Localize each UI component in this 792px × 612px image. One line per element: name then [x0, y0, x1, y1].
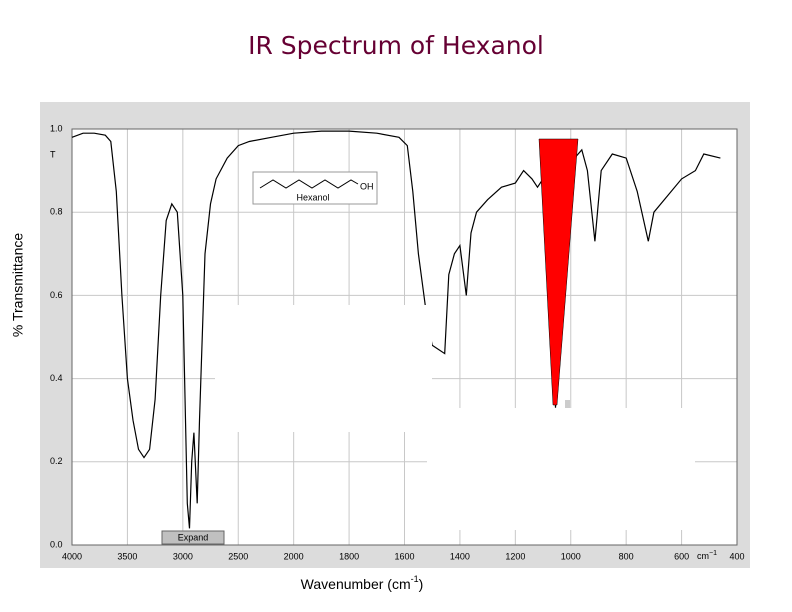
y-tick-label: 0.6 — [50, 290, 63, 300]
x-tick-label: 400 — [729, 551, 744, 561]
x-tick-label: 600 — [674, 551, 689, 561]
x-tick-label: 1400 — [450, 551, 470, 561]
x-unit-label: cm−1 — [697, 550, 717, 562]
x-tick-label: 1800 — [339, 551, 359, 561]
x-unit-sup: −1 — [709, 550, 717, 557]
y-tick-label: 1.0 — [50, 123, 63, 133]
x-tick-label: 3500 — [117, 551, 137, 561]
x-axis-label-end: ) — [419, 576, 424, 592]
button-box[interactable] — [161, 530, 225, 545]
x-axis-label-sup: -1 — [411, 574, 419, 584]
plot-frame — [71, 128, 738, 546]
molecule-group: OH — [360, 181, 374, 191]
overlay-box — [215, 305, 432, 432]
y-tick-label: 0.4 — [50, 373, 63, 383]
x-tick-label: 1000 — [561, 551, 581, 561]
x-tick-label: 4000 — [62, 551, 82, 561]
x-unit-text: cm — [697, 551, 709, 561]
legend-box — [252, 171, 378, 205]
spectrum-line — [71, 130, 721, 529]
x-tick-label: 1200 — [505, 551, 525, 561]
button-label[interactable]: Expand — [178, 532, 209, 542]
x-axis-label: Wavenumber (cm-1) — [301, 574, 424, 591]
artifact — [565, 400, 570, 408]
x-tick-label: 1600 — [394, 551, 414, 561]
x-tick-label: 800 — [619, 551, 634, 561]
molecule-name: Hexanol — [296, 192, 329, 202]
y-axis-label: % Transmittance — [10, 233, 26, 337]
x-axis-label-text: Wavenumber (cm — [301, 576, 411, 592]
highlight-region — [538, 138, 579, 406]
x-tick-label: 2500 — [228, 551, 248, 561]
y-tick-label: 0.0 — [50, 539, 63, 549]
molecule-drawing — [259, 179, 359, 189]
y-unit-label: T — [50, 149, 56, 159]
x-tick-label: 3000 — [173, 551, 193, 561]
chart-title: IR Spectrum of Hexanol — [248, 31, 544, 60]
x-tick-label: 2000 — [284, 551, 304, 561]
y-tick-label: 0.8 — [50, 207, 63, 217]
overlay-box — [427, 408, 695, 530]
expand-button[interactable]: Expand — [161, 530, 225, 545]
molecule-legend: OH Hexanol — [252, 171, 378, 205]
marks — [71, 130, 721, 529]
y-tick-label: 0.2 — [50, 456, 63, 466]
